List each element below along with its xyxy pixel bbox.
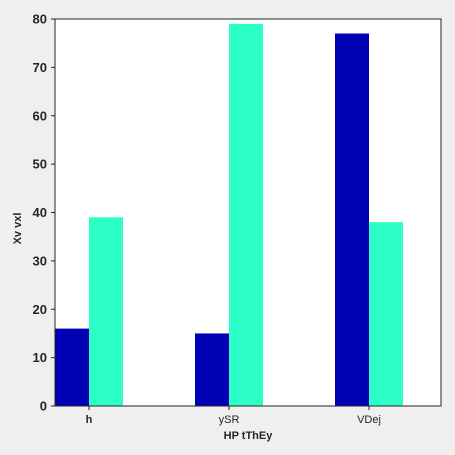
bar-VDej-series-1 bbox=[335, 33, 369, 406]
y-tick-label: 70 bbox=[33, 60, 47, 75]
y-tick-label: 80 bbox=[33, 12, 47, 27]
x-axis-label: HP tThEy bbox=[224, 430, 274, 442]
y-tick-label: 0 bbox=[40, 399, 47, 414]
y-axis-label: Xv vxl bbox=[12, 213, 24, 245]
y-tick-label: 50 bbox=[33, 157, 47, 172]
x-tick-label-VDej: VDej bbox=[357, 414, 381, 426]
y-tick-label: 40 bbox=[33, 205, 47, 220]
bar-VDej-series-2 bbox=[369, 222, 403, 406]
y-tick-label: 20 bbox=[33, 302, 47, 317]
x-tick-label-h: h bbox=[86, 414, 93, 426]
y-tick-label: 30 bbox=[33, 253, 47, 268]
y-tick-label: 60 bbox=[33, 108, 47, 123]
bar-ySR-series-1 bbox=[195, 333, 229, 406]
bar-ySR-series-2 bbox=[229, 23, 263, 407]
bar-h-series-2 bbox=[89, 217, 123, 406]
bars-group bbox=[54, 18, 442, 407]
y-tick-label: 10 bbox=[33, 350, 47, 365]
x-axis-ticks: h ySR VDej bbox=[86, 406, 381, 426]
y-axis-ticks: 0 10 20 30 40 50 60 70 80 bbox=[33, 12, 55, 414]
bar-h-series-1 bbox=[55, 328, 89, 406]
x-tick-label-ySR: ySR bbox=[219, 414, 240, 426]
